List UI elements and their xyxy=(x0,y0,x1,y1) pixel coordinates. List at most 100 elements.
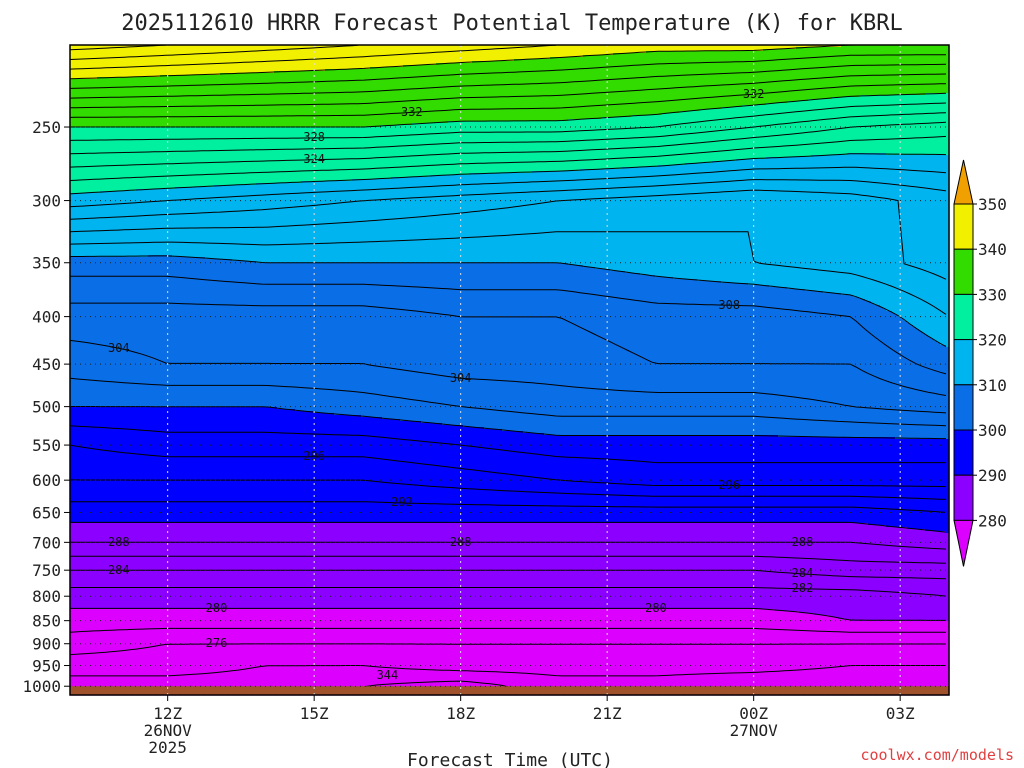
shade-cell xyxy=(505,609,509,696)
shade-cell xyxy=(127,77,131,128)
shade-cell xyxy=(199,407,203,524)
shade-cell xyxy=(91,127,95,194)
shade-cell xyxy=(769,45,773,50)
shade-cell xyxy=(640,45,644,54)
shade-cell xyxy=(445,425,449,524)
shade-cell xyxy=(694,523,698,610)
shade-cell xyxy=(85,523,89,610)
shade-cell xyxy=(253,261,257,408)
shade-cell xyxy=(547,45,551,60)
shade-cell xyxy=(316,71,320,128)
shade-cell xyxy=(373,127,377,180)
shade-cell xyxy=(253,407,257,524)
shade-cell xyxy=(670,165,674,278)
shade-cell xyxy=(355,415,359,524)
shade-cell xyxy=(859,153,863,300)
shade-cell xyxy=(163,255,167,408)
shade-cell xyxy=(781,611,785,696)
shade-cell xyxy=(691,609,695,696)
shade-cell xyxy=(856,437,860,524)
shade-cell xyxy=(172,523,176,610)
shade-cell xyxy=(169,189,173,256)
shade-cell xyxy=(295,263,299,412)
shade-cell xyxy=(361,45,365,70)
shade-cell xyxy=(925,335,929,440)
shade-cell xyxy=(736,609,740,696)
shade-cell xyxy=(478,121,482,174)
shade-cell xyxy=(811,155,815,292)
shade-cell xyxy=(523,173,527,264)
shade-cell xyxy=(832,617,836,696)
shade-cell xyxy=(241,407,245,524)
shade-cell xyxy=(697,281,701,436)
shade-cell xyxy=(376,179,380,264)
shade-cell xyxy=(637,53,641,116)
shade-cell xyxy=(688,51,692,112)
shade-cell xyxy=(535,121,539,172)
shade-cell xyxy=(739,283,743,436)
shade-cell xyxy=(250,127,254,186)
shade-cell xyxy=(541,523,545,610)
shade-cell xyxy=(667,277,671,436)
shade-cell xyxy=(838,97,842,156)
shade-cell xyxy=(304,263,308,412)
shade-cell xyxy=(751,435,755,524)
shade-cell xyxy=(112,77,116,128)
shade-cell xyxy=(928,439,932,532)
colorbar-label: 310 xyxy=(978,376,1007,395)
shade-cell xyxy=(346,609,350,696)
contour-line xyxy=(69,44,167,51)
shade-cell xyxy=(169,255,173,408)
shade-cell xyxy=(289,409,293,524)
shade-cell xyxy=(397,609,401,696)
shade-cell xyxy=(775,45,779,50)
shade-cell xyxy=(313,45,317,72)
shade-cell xyxy=(718,45,722,52)
shade-cell xyxy=(76,193,80,258)
shade-cell xyxy=(202,523,206,610)
shade-cell xyxy=(280,409,284,524)
shade-cell xyxy=(337,181,341,264)
shade-cell xyxy=(889,311,893,438)
shade-cell xyxy=(295,127,299,184)
shade-cell xyxy=(220,73,224,128)
shade-cell xyxy=(97,407,101,524)
shade-cell xyxy=(856,523,860,622)
shade-cell xyxy=(832,155,836,294)
shade-cell xyxy=(607,269,611,436)
shade-cell xyxy=(943,621,947,696)
shade-cell xyxy=(328,69,332,128)
shade-cell xyxy=(607,45,611,56)
colorbar-label: 300 xyxy=(978,421,1007,440)
shade-cell xyxy=(736,159,740,284)
shade-cell xyxy=(568,57,572,120)
shade-cell xyxy=(634,45,638,54)
shade-cell xyxy=(379,45,383,68)
shade-cell xyxy=(286,409,290,524)
shade-cell xyxy=(331,45,335,70)
shade-cell xyxy=(157,523,161,610)
shade-cell xyxy=(442,45,446,64)
shade-cell xyxy=(673,51,677,114)
shade-cell xyxy=(208,407,212,524)
shade-cell xyxy=(880,621,884,696)
shade-cell xyxy=(463,609,467,696)
shade-cell xyxy=(310,263,314,412)
shade-cell xyxy=(436,175,440,264)
shade-cell xyxy=(790,101,794,158)
shade-cell xyxy=(184,127,188,188)
shade-cell xyxy=(637,167,641,274)
shade-cell xyxy=(685,51,689,112)
shade-cell xyxy=(403,65,407,126)
shade-cell xyxy=(547,609,551,696)
shade-cell xyxy=(499,263,503,430)
shade-cell xyxy=(499,429,503,524)
shade-cell xyxy=(763,435,767,524)
shade-cell xyxy=(895,45,899,96)
shade-cell xyxy=(568,119,572,172)
shade-cell xyxy=(235,609,239,696)
shade-cell xyxy=(253,609,257,696)
shade-cell xyxy=(469,263,473,428)
shade-cell xyxy=(271,609,275,696)
x-tick-label: 00Z xyxy=(739,704,768,723)
